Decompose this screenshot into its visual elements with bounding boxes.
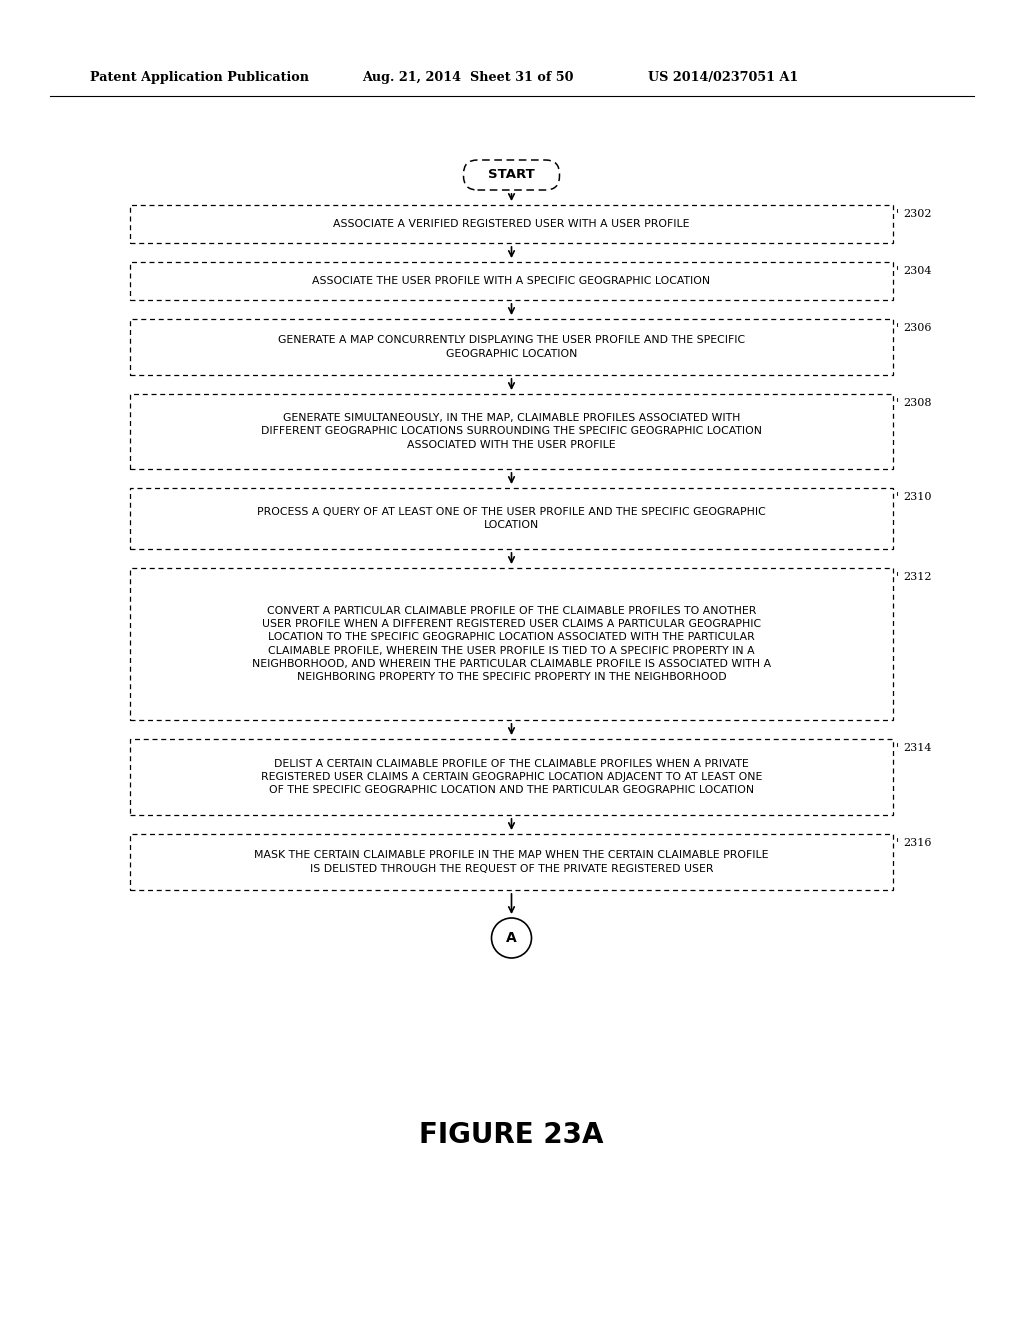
Bar: [130, 739, 893, 814]
Bar: [130, 568, 893, 719]
Text: 2302: 2302: [903, 209, 932, 219]
Bar: [130, 261, 893, 300]
Bar: [130, 834, 893, 890]
Bar: [130, 205, 893, 243]
Text: 2314: 2314: [903, 743, 932, 752]
Bar: [130, 393, 893, 469]
Text: 2306: 2306: [903, 323, 932, 333]
Text: US 2014/0237051 A1: US 2014/0237051 A1: [648, 71, 799, 84]
Text: 2312: 2312: [903, 572, 932, 582]
Text: CONVERT A PARTICULAR CLAIMABLE PROFILE OF THE CLAIMABLE PROFILES TO ANOTHER
USER: CONVERT A PARTICULAR CLAIMABLE PROFILE O…: [252, 606, 771, 682]
FancyBboxPatch shape: [464, 160, 559, 190]
Bar: [130, 319, 893, 375]
Text: Aug. 21, 2014  Sheet 31 of 50: Aug. 21, 2014 Sheet 31 of 50: [362, 71, 573, 84]
Bar: [130, 488, 893, 549]
Text: 2304: 2304: [903, 267, 932, 276]
Text: Patent Application Publication: Patent Application Publication: [90, 71, 309, 84]
Text: ASSOCIATE THE USER PROFILE WITH A SPECIFIC GEOGRAPHIC LOCATION: ASSOCIATE THE USER PROFILE WITH A SPECIF…: [312, 276, 711, 286]
Circle shape: [492, 917, 531, 958]
Text: ASSOCIATE A VERIFIED REGISTERED USER WITH A USER PROFILE: ASSOCIATE A VERIFIED REGISTERED USER WIT…: [333, 219, 690, 228]
Text: GENERATE SIMULTANEOUSLY, IN THE MAP, CLAIMABLE PROFILES ASSOCIATED WITH
DIFFEREN: GENERATE SIMULTANEOUSLY, IN THE MAP, CLA…: [261, 413, 762, 450]
Text: 2310: 2310: [903, 492, 932, 502]
Text: FIGURE 23A: FIGURE 23A: [419, 1121, 604, 1148]
Text: PROCESS A QUERY OF AT LEAST ONE OF THE USER PROFILE AND THE SPECIFIC GEOGRAPHIC
: PROCESS A QUERY OF AT LEAST ONE OF THE U…: [257, 507, 766, 531]
Text: MASK THE CERTAIN CLAIMABLE PROFILE IN THE MAP WHEN THE CERTAIN CLAIMABLE PROFILE: MASK THE CERTAIN CLAIMABLE PROFILE IN TH…: [254, 850, 769, 874]
Text: 2308: 2308: [903, 399, 932, 408]
Text: GENERATE A MAP CONCURRENTLY DISPLAYING THE USER PROFILE AND THE SPECIFIC
GEOGRAP: GENERATE A MAP CONCURRENTLY DISPLAYING T…: [278, 335, 745, 359]
Text: 2316: 2316: [903, 838, 932, 847]
Text: A: A: [506, 931, 517, 945]
Text: START: START: [488, 169, 535, 181]
Text: DELIST A CERTAIN CLAIMABLE PROFILE OF THE CLAIMABLE PROFILES WHEN A PRIVATE
REGI: DELIST A CERTAIN CLAIMABLE PROFILE OF TH…: [261, 759, 762, 795]
